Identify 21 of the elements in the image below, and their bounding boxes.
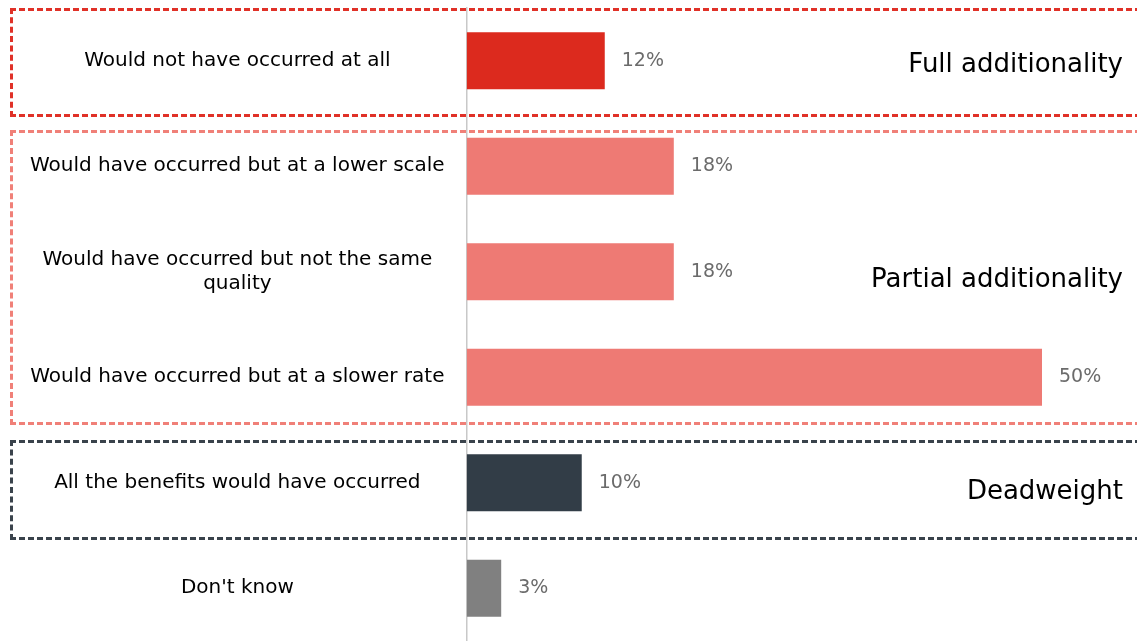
data-label: 12% bbox=[621, 47, 664, 70]
annotation: Full additionality bbox=[908, 46, 1123, 79]
y-tick-label: Would have occurred but at a lower scale bbox=[30, 152, 445, 177]
bar bbox=[466, 454, 582, 512]
y-tick-label: Would not have occurred at all bbox=[84, 46, 391, 71]
annotation: Partial additionality bbox=[871, 261, 1123, 294]
bar bbox=[466, 32, 605, 90]
y-tick-label: All the benefits would have occurred bbox=[54, 468, 421, 493]
bar bbox=[466, 137, 674, 195]
y-tick-label: Would have occurred but not the same quality bbox=[42, 245, 433, 294]
data-label: 3% bbox=[518, 575, 549, 598]
annotation: Deadweight bbox=[966, 474, 1123, 506]
y-tick-label: Would have occurred but at a slower rate bbox=[30, 363, 445, 388]
data-label: 10% bbox=[598, 469, 641, 492]
data-label: 18% bbox=[690, 153, 734, 176]
bar bbox=[466, 243, 674, 301]
data-label: 18% bbox=[690, 258, 734, 281]
bar bbox=[466, 559, 502, 617]
y-tick-label: Don't know bbox=[180, 574, 294, 599]
bar bbox=[466, 348, 1042, 406]
data-label: 50% bbox=[1059, 364, 1102, 387]
